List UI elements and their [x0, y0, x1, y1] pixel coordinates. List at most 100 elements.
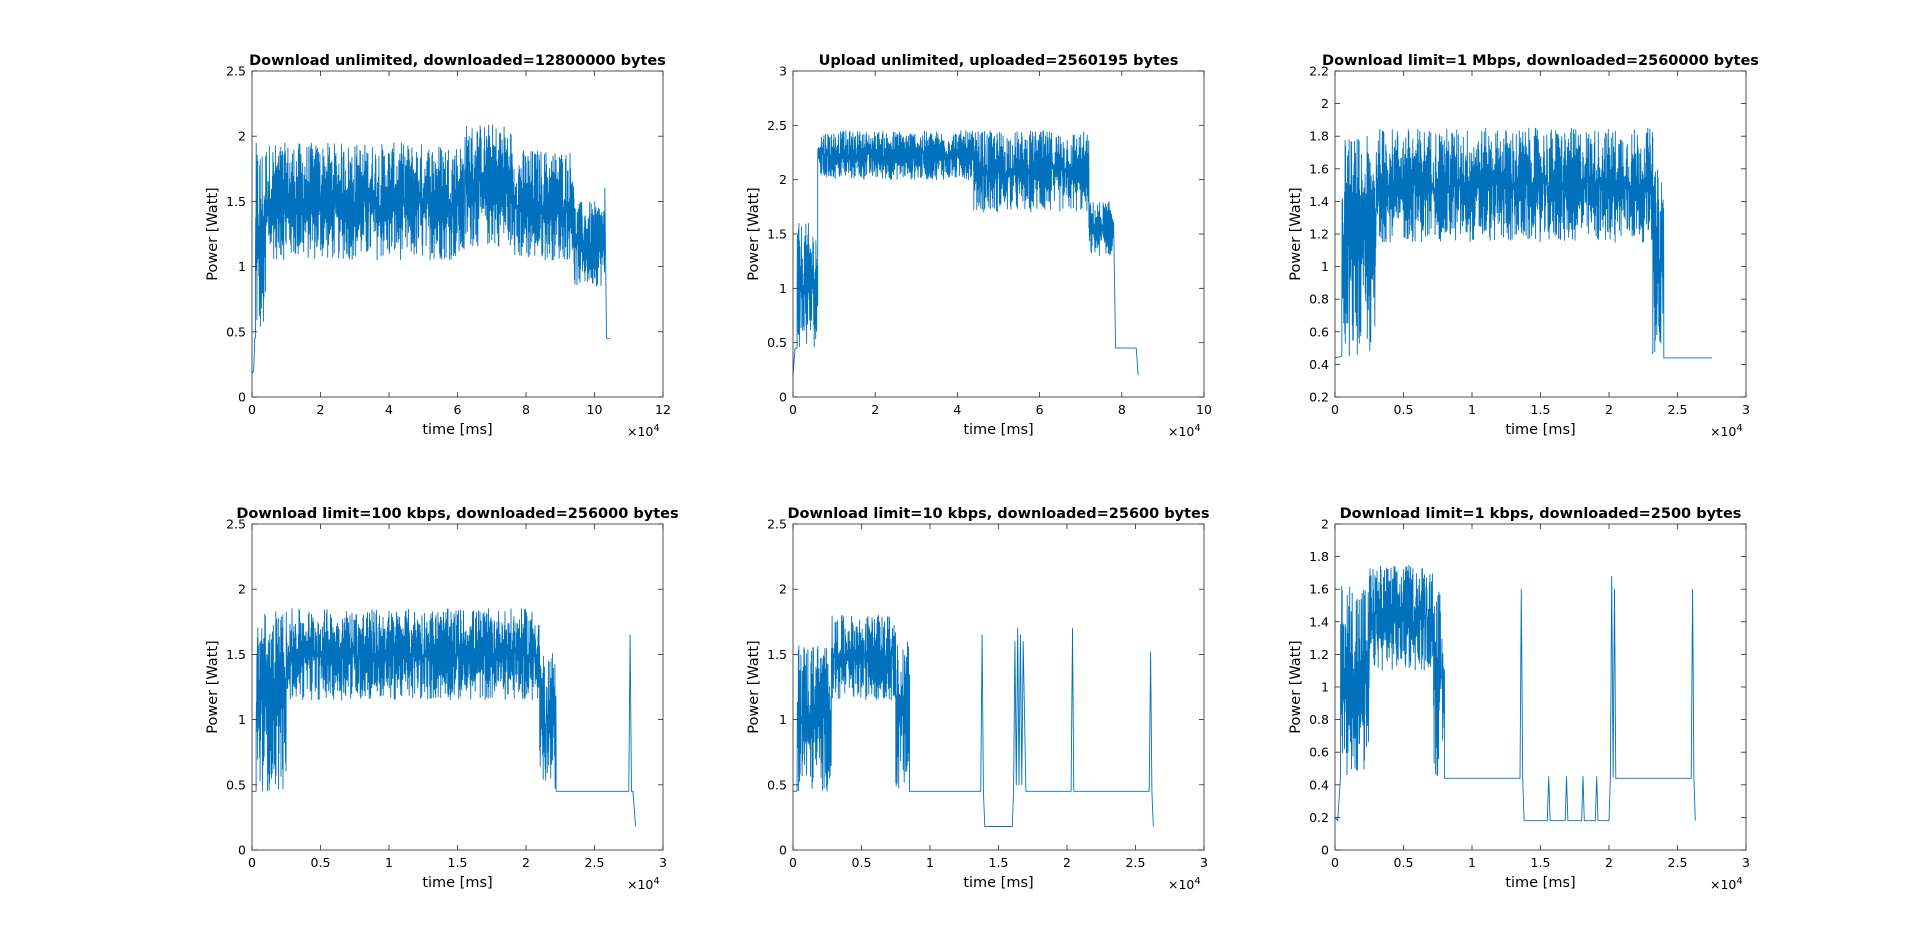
chart-title: Download limit=10 kbps, downloaded=25600… [787, 506, 1209, 522]
x-tick-label: 1.5 [1531, 402, 1551, 417]
y-tick-label: 0.4 [1309, 357, 1329, 372]
x-axis-label: time [ms] [422, 422, 492, 438]
x-exponent-label: ×104 [1710, 423, 1743, 439]
x-tick-label: 1 [926, 855, 934, 870]
x-axis-label: time [ms] [422, 875, 492, 891]
y-tick-label: 2.5 [767, 517, 787, 532]
x-tick-label: 2.5 [585, 855, 605, 870]
x-exponent-power: 4 [1194, 876, 1200, 887]
chart-title: Download limit=100 kbps, downloaded=2560… [236, 506, 678, 522]
x-tick-label: 4 [385, 402, 393, 417]
x-tick-label: 4 [953, 402, 961, 417]
x-tick-label: 2 [1605, 402, 1613, 417]
y-tick-label: 0.8 [1309, 712, 1329, 727]
chart-title: Download unlimited, downloaded=12800000 … [249, 53, 666, 69]
y-tick-label: 1.5 [767, 647, 787, 662]
subplot-3: 0 0.5 1 1.5 2 2.5 3 0.2 0.4 0.6 0.8 1 1.2 1.4 1.6 1.8 2 2… [1288, 53, 1759, 439]
y-axis-label: Power [Watt] [205, 187, 221, 280]
subplot-6: 0 0.5 1 1.5 2 2.5 3 0 0.2 0.4 0.6 0.8 1 1.2 1.4 1.6 1.8 2… [1288, 506, 1750, 892]
axes-box [251, 523, 664, 851]
x-exponent-power: 4 [1194, 423, 1200, 434]
x-tick-label: 10 [1196, 402, 1212, 417]
y-tick-label: 2.5 [767, 118, 787, 133]
x-tick-label: 2 [317, 402, 325, 417]
y-tick-label: 2 [238, 582, 246, 597]
x-tick-label: 1.5 [989, 855, 1009, 870]
y-tick-label: 0.5 [767, 335, 787, 350]
y-tick-label: 0.6 [1309, 745, 1329, 760]
chart-title: Upload unlimited, uploaded=2560195 bytes [819, 53, 1179, 69]
series-line [252, 608, 637, 827]
x-exponent-power: 4 [653, 423, 659, 434]
series-line [1334, 127, 1712, 359]
axes-box [792, 523, 1205, 851]
y-tick-label: 2 [238, 129, 246, 144]
x-exponent-label: ×104 [1168, 876, 1201, 892]
y-tick-label: 1.8 [1309, 549, 1329, 564]
x-tick-label: 1 [385, 855, 393, 870]
y-tick-label: 0.5 [226, 777, 246, 792]
x-tick-label: 1.5 [1531, 855, 1551, 870]
y-tick-label: 1.5 [226, 647, 246, 662]
x-exponent-label: ×104 [1710, 876, 1743, 892]
y-tick-label: 1.6 [1309, 161, 1329, 176]
y-tick-label: 1 [779, 281, 787, 296]
y-axis-label: Power [Watt] [1288, 187, 1304, 280]
x-tick-label: 1 [1468, 855, 1476, 870]
x-axis-label: time [ms] [963, 422, 1033, 438]
y-tick-label: 1 [238, 712, 246, 727]
x-tick-label: 2.5 [1668, 402, 1688, 417]
x-tick-label: 8 [1118, 402, 1126, 417]
y-tick-label: 1.8 [1309, 129, 1329, 144]
subplot-2: 0 2 4 6 8 10 0 0.5 1 1.5 2 2.5 3 Upload unlimited, up… [746, 53, 1212, 439]
y-tick-label: 0.5 [767, 777, 787, 792]
x-tick-label: 1 [1468, 402, 1476, 417]
x-tick-label: 0.5 [1394, 855, 1414, 870]
chart-title: Download limit=1 kbps, downloaded=2500 b… [1340, 506, 1742, 522]
x-tick-label: 0 [248, 855, 256, 870]
x-tick-label: 0 [789, 402, 797, 417]
x-exponent-power: 4 [653, 876, 659, 887]
y-tick-label: 2 [1321, 96, 1329, 111]
x-tick-label: 2 [871, 402, 879, 417]
axes-box [792, 70, 1205, 398]
x-tick-label: 0.5 [1394, 402, 1414, 417]
y-tick-label: 0 [238, 843, 246, 858]
y-tick-label: 2 [1321, 517, 1329, 532]
y-tick-label: 2.2 [1309, 64, 1329, 79]
y-tick-label: 1 [779, 712, 787, 727]
y-tick-label: 0.6 [1309, 324, 1329, 339]
y-tick-label: 1.5 [226, 194, 246, 209]
y-tick-label: 0 [779, 390, 787, 405]
x-exponent-power: 4 [1736, 423, 1742, 434]
x-axis-label: time [ms] [963, 875, 1033, 891]
x-tick-label: 3 [1742, 855, 1750, 870]
x-tick-label: 8 [522, 402, 530, 417]
x-tick-label: 10 [587, 402, 603, 417]
x-exponent-power: 4 [1736, 876, 1742, 887]
y-tick-label: 0.5 [226, 324, 246, 339]
y-tick-label: 2.5 [226, 517, 246, 532]
y-tick-label: 1.2 [1309, 227, 1329, 242]
y-axis-label: Power [Watt] [1288, 640, 1304, 733]
x-tick-label: 2 [522, 855, 530, 870]
x-tick-label: 6 [1036, 402, 1044, 417]
x-exponent-label: ×104 [627, 423, 660, 439]
x-tick-label: 2 [1063, 855, 1071, 870]
x-tick-label: 12 [655, 402, 671, 417]
x-tick-label: 0.5 [311, 855, 331, 870]
x-tick-label: 2.5 [1126, 855, 1146, 870]
y-axis-label: Power [Watt] [746, 640, 762, 733]
x-tick-label: 2 [1605, 855, 1613, 870]
y-tick-label: 1 [238, 259, 246, 274]
y-tick-label: 0 [779, 843, 787, 858]
x-exponent-label: ×104 [627, 876, 660, 892]
y-tick-label: 1.6 [1309, 582, 1329, 597]
x-tick-label: 0 [1331, 855, 1339, 870]
y-tick-label: 0.2 [1309, 810, 1329, 825]
y-tick-label: 2 [779, 582, 787, 597]
